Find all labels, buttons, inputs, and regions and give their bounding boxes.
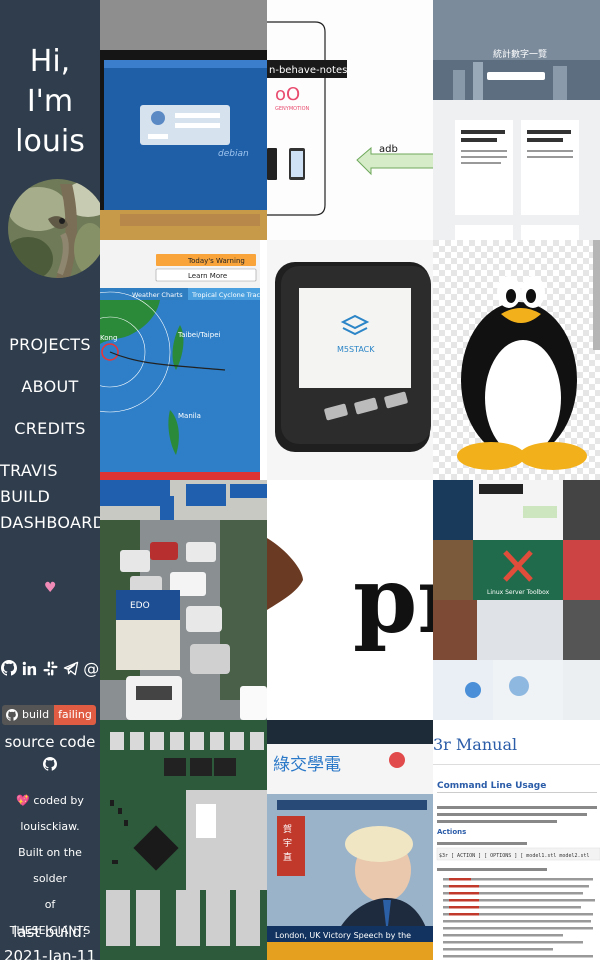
project-tile-pr[interactable]: pr	[267, 480, 434, 720]
greeting-line-2: I'm	[26, 84, 74, 119]
linkedin-icon[interactable]	[21, 658, 39, 678]
tile-manual-title: 3r Manual	[433, 735, 517, 754]
last-build-date: 2021-Jan-11	[3, 947, 97, 960]
these-giants-link[interactable]: THESE GIANTS	[9, 924, 91, 937]
project-tile-stats[interactable]: 統計數字一覽	[433, 0, 600, 240]
social-links: @	[0, 658, 100, 678]
tile-tab1: Weather Charts	[132, 291, 183, 299]
svg-text:debian: debian	[218, 149, 249, 159]
of-text: of	[44, 898, 56, 911]
project-tile-genymotion[interactable]: n-behave-notes oO GENYMOTION adb	[267, 0, 434, 240]
project-tile-collage[interactable]: Linux Server Toolbox	[433, 480, 600, 720]
source-code-label: source code	[4, 733, 96, 751]
project-tile-weather[interactable]: Today's Warning Learn More Weather Chart…	[100, 240, 267, 480]
tile-logo-text: GENYMOTION	[275, 106, 310, 112]
tile-city3: Kong	[100, 334, 117, 342]
slack-icon[interactable]	[41, 658, 59, 678]
tile-learn: Learn More	[188, 272, 227, 280]
email-icon[interactable]: @	[83, 658, 100, 678]
sidebar: Hi, I'm louis PROJECTS ABOUT CREDITS TRA…	[0, 0, 100, 960]
tile-caption: Linux Server Toolbox	[487, 589, 550, 596]
project-tile-pcb[interactable]	[100, 720, 267, 960]
tile-warning: Today's Warning	[187, 257, 245, 265]
last-build-label: last build:	[13, 923, 87, 941]
nav-about[interactable]: ABOUT	[21, 377, 79, 396]
project-tile-traffic[interactable]: EDO	[100, 480, 267, 720]
tile-title: 統計數字一覽	[493, 48, 547, 60]
author-link[interactable]: louisckiaw.	[20, 820, 80, 833]
tile-manual-h1: Command Line Usage	[437, 781, 546, 791]
tile-brand: M5STACK	[337, 345, 375, 354]
tile-city2: Manila	[178, 412, 201, 420]
tile-headline: London, UK Victory Speech by the	[275, 931, 411, 940]
tile-banner-text: n-behave-notes	[269, 65, 347, 76]
nav-credits[interactable]: CREDITS	[14, 419, 86, 438]
greeting: Hi, I'm louis	[0, 42, 100, 162]
telegram-icon[interactable]	[62, 658, 80, 678]
avatar	[8, 179, 100, 278]
github-icon	[6, 709, 18, 721]
greeting-line-1: Hi,	[29, 44, 71, 79]
project-tile-m5stack[interactable]: M5STACK	[267, 240, 434, 480]
last-build: last build: 2021-Jan-11	[0, 920, 100, 960]
badge-status: failing	[54, 705, 96, 725]
nav-projects[interactable]: PROJECTS	[9, 335, 91, 354]
tile-manual-h2: Actions	[437, 828, 466, 836]
svg-text:賀: 賀	[283, 823, 292, 835]
sidebar-nav: PROJECTS ABOUT CREDITS TRAVIS BUILD DASH…	[0, 332, 100, 536]
greeting-line-3: louis	[15, 124, 85, 159]
project-tile-news[interactable]: 綠交學電 賀 宇 直 London, UK Victory Speech by …	[267, 720, 434, 960]
tile-arrow-label: adb	[379, 144, 398, 155]
svg-text:綠交學電: 綠交學電	[273, 755, 341, 775]
project-tile-debian-laptop[interactable]: debian	[100, 0, 267, 240]
svg-text:宇: 宇	[283, 837, 292, 849]
project-grid: debian n-behave-notes oO GENYMOTION adb	[100, 0, 600, 960]
coded-by-text: 💖 coded by	[16, 794, 84, 807]
tile-manual-syntax: $3r [ ACTION ] [ OPTIONS ] [ model1.stl …	[439, 853, 590, 859]
project-tile-linux[interactable]	[433, 240, 600, 480]
svg-text:直: 直	[283, 851, 292, 863]
source-code-link[interactable]: source code	[0, 730, 100, 778]
tile-tab2: Tropical Cyclone Track	[191, 291, 264, 299]
svg-text:oO: oO	[275, 84, 300, 105]
build-status-badge[interactable]: build failing	[2, 705, 96, 725]
github-icon[interactable]	[0, 658, 18, 678]
tile-letters: pr	[353, 546, 434, 654]
footer-credits: 💖 coded by louisckiaw. Built on the sold…	[0, 788, 100, 944]
project-tile-3r-manual[interactable]: 3r Manual Command Line Usage Actions $3r…	[433, 720, 600, 960]
tile-city1: Taibei/Taipei	[177, 331, 221, 339]
tile-sign: EDO	[130, 601, 150, 611]
badge-label: build	[22, 708, 50, 721]
nav-travis-build-dashboard[interactable]: TRAVIS BUILD DASHBOARD	[0, 461, 100, 532]
heart-icon: ♥	[44, 580, 57, 596]
built-on-text: Built on the solder	[18, 846, 82, 885]
github-icon	[43, 757, 57, 771]
